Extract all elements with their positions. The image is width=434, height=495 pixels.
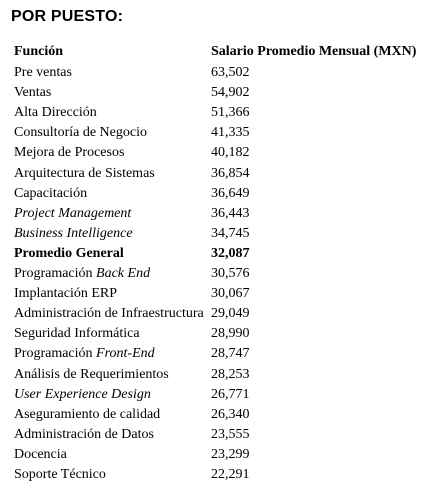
function-cell: Administración de Datos	[14, 426, 154, 442]
function-cell: Aseguramiento de calidad	[14, 406, 161, 422]
salary-cell: 28,747	[211, 346, 250, 362]
function-cell: Mejora de Procesos	[14, 145, 125, 161]
table-row: Consultoría de Negocio 41,335	[14, 123, 430, 143]
function-cell: Alta Dirección	[14, 105, 97, 121]
function-cell-plain: Programación	[14, 346, 97, 362]
table-header-row: Función Salario Promedio Mensual (MXN)	[14, 42, 430, 62]
table-row: Ventas 54,902	[14, 83, 430, 103]
table-row: Docencia 23,299	[14, 445, 430, 465]
salary-cell: 36,854	[211, 165, 250, 181]
salary-cell: 30,067	[211, 286, 250, 302]
column-header-function: Función	[14, 44, 64, 59]
function-cell: Programación Back End	[14, 264, 150, 284]
function-cell: Administración de Infraestructura	[14, 306, 204, 322]
salary-cell: 23,299	[211, 446, 250, 462]
function-cell: Promedio General	[14, 245, 124, 261]
function-cell: Arquitectura de Sistemas	[14, 165, 155, 181]
table-row: Administración de Infraestructura 29,049	[14, 304, 430, 324]
function-cell: User Experience Design	[14, 386, 151, 402]
table-row: Mejora de Procesos 40,182	[14, 143, 430, 163]
table-row: Programación Front-End 28,747	[14, 344, 430, 364]
table-row: Pre ventas 63,502	[14, 63, 430, 83]
section-title: POR PUESTO:	[11, 8, 124, 25]
salary-cell: 28,253	[211, 366, 250, 382]
salary-cell: 26,340	[211, 406, 250, 422]
salary-cell: 34,745	[211, 225, 250, 241]
function-cell-italic: Back End	[96, 266, 151, 282]
function-cell: Seguridad Informática	[14, 326, 140, 342]
table-row: Programación Back End 30,576	[14, 264, 430, 284]
salary-cell: 28,990	[211, 326, 250, 342]
function-cell: Consultoría de Negocio	[14, 125, 147, 141]
function-cell: Pre ventas	[14, 65, 72, 81]
salary-cell: 36,649	[211, 185, 250, 201]
salary-cell: 30,576	[211, 266, 250, 282]
table-row: Implantación ERP 30,067	[14, 284, 430, 304]
salary-cell: 22,291	[211, 466, 250, 482]
salary-cell: 23,555	[211, 426, 250, 442]
function-cell: Capacitación	[14, 185, 88, 201]
salary-cell: 40,182	[211, 145, 250, 161]
function-cell: Implantación ERP	[14, 286, 118, 302]
salary-table: Función Salario Promedio Mensual (MXN) P…	[14, 42, 430, 485]
function-cell-italic: Front-End	[96, 346, 155, 362]
table-row: Seguridad Informática 28,990	[14, 324, 430, 344]
salary-cell: 32,087	[211, 245, 250, 261]
table-row: Arquitectura de Sistemas 36,854	[14, 164, 430, 184]
column-header-salary: Salario Promedio Mensual (MXN)	[211, 44, 417, 59]
function-cell: Ventas	[14, 85, 52, 101]
table-row: Alta Dirección 51,366	[14, 103, 430, 123]
salary-cell: 41,335	[211, 125, 250, 141]
salary-cell: 36,443	[211, 205, 250, 221]
table-row: User Experience Design 26,771	[14, 385, 430, 405]
function-cell: Business Intelligence	[14, 225, 133, 241]
table-row: Análisis de Requerimientos 28,253	[14, 365, 430, 385]
salary-cell: 26,771	[211, 386, 250, 402]
function-cell: Docencia	[14, 446, 67, 462]
table-row: Aseguramiento de calidad 26,340	[14, 405, 430, 425]
salary-cell: 29,049	[211, 306, 250, 322]
salary-cell: 54,902	[211, 85, 250, 101]
table-row: Administración de Datos 23,555	[14, 425, 430, 445]
table-row: Capacitación 36,649	[14, 184, 430, 204]
table-row: Soporte Técnico 22,291	[14, 465, 430, 485]
salary-cell: 63,502	[211, 65, 250, 81]
function-cell: Análisis de Requerimientos	[14, 366, 169, 382]
function-cell: Soporte Técnico	[14, 466, 106, 482]
function-cell-plain: Programación	[14, 266, 97, 282]
function-cell: Programación Front-End	[14, 344, 155, 364]
table-row: Project Management 36,443	[14, 204, 430, 224]
salary-cell: 51,366	[211, 105, 250, 121]
table-row-general-average: Promedio General 32,087	[14, 244, 430, 264]
table-row: Business Intelligence 34,745	[14, 224, 430, 244]
function-cell: Project Management	[14, 205, 132, 221]
